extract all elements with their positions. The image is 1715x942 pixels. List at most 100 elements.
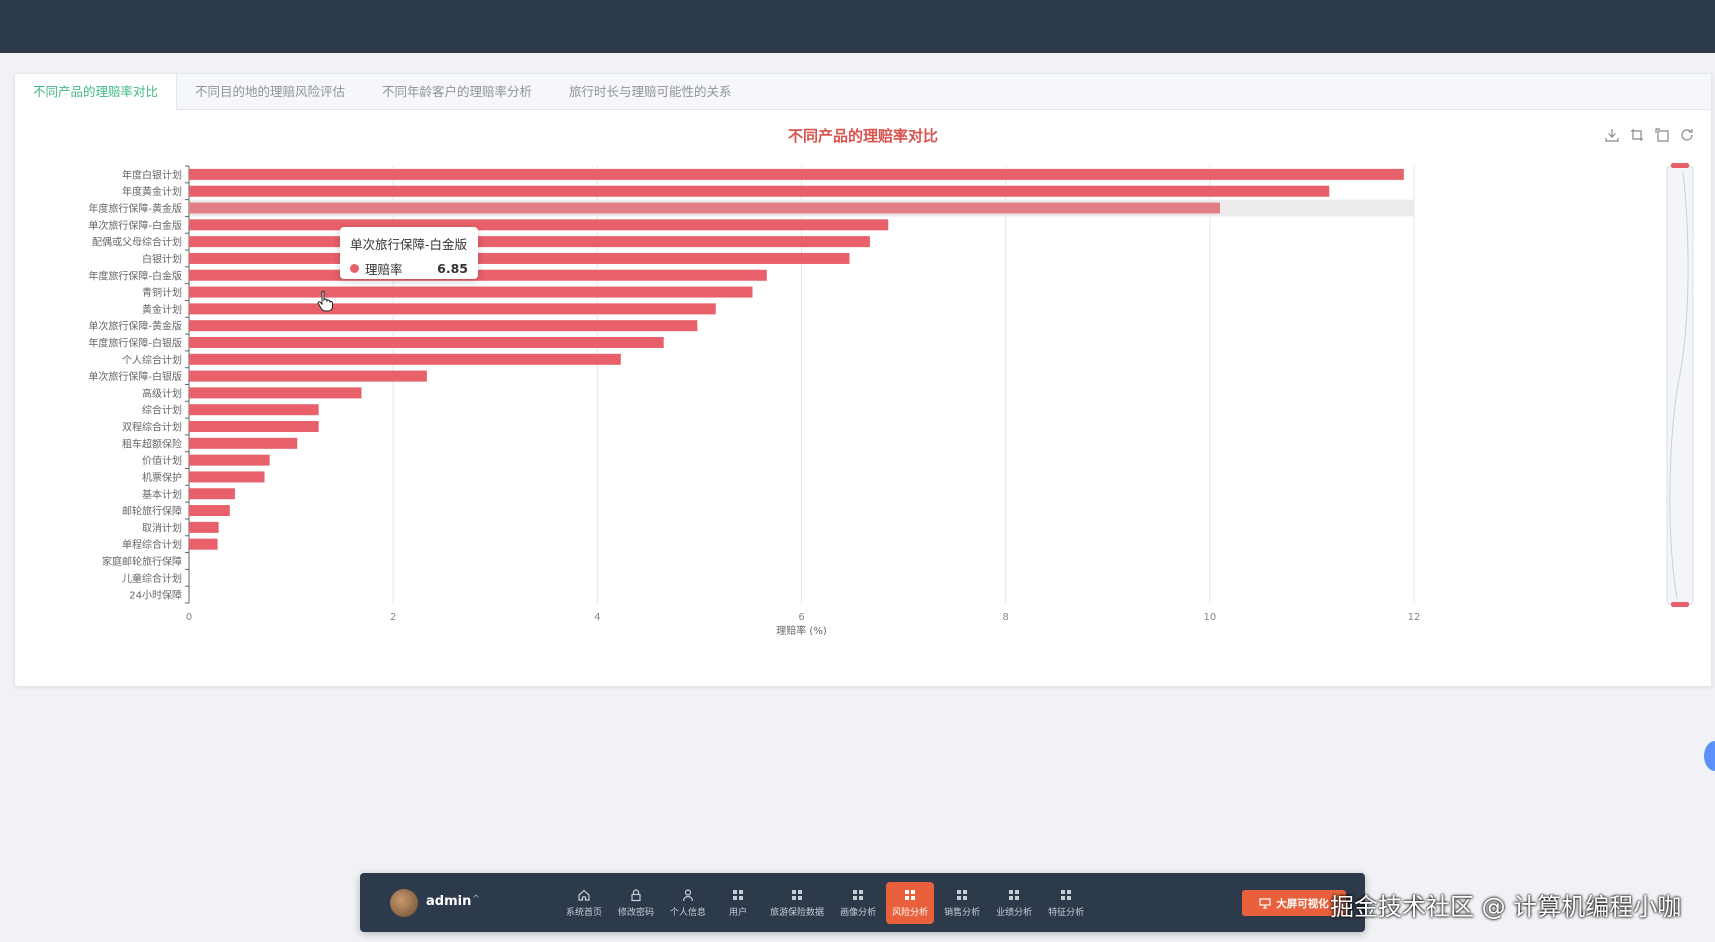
y-tick-label: 年度黄金计划 <box>122 185 182 198</box>
dock-nav: 系统首页 修改密码 个人信息 用户 旅游保险数据 画像分析 风险分析 销售分析 业绩分析 特征分析 <box>560 882 1094 924</box>
bar <box>189 421 319 433</box>
x-tick-label: 12 <box>1408 612 1421 623</box>
datazoom-shadow <box>1669 171 1689 600</box>
bar <box>189 488 235 500</box>
nav-item-label: 修改密码 <box>618 908 655 918</box>
lock-icon <box>631 889 641 902</box>
bar <box>189 336 664 348</box>
tooltip-value: 6.85 <box>437 261 468 276</box>
nav-item[interactable]: 个人信息 <box>664 882 712 924</box>
bar <box>189 320 698 332</box>
avatar[interactable] <box>390 889 418 917</box>
y-tick-label: 家庭邮轮旅行保障 <box>102 555 182 568</box>
nav-item[interactable]: 系统首页 <box>560 882 608 924</box>
x-tick-label: 0 <box>186 612 192 623</box>
bigscreen-button[interactable]: 大屏可视化 <box>1242 890 1346 916</box>
bar <box>189 521 219 533</box>
grid-icon <box>853 890 864 900</box>
nav-item[interactable]: 业绩分析 <box>990 882 1038 924</box>
chart-tooltip: 单次旅行保障-白金版 理赔率 6.85 <box>340 227 478 279</box>
nav-item[interactable]: 销售分析 <box>938 882 986 924</box>
grid-icon <box>957 890 968 900</box>
grid-icon <box>733 890 744 900</box>
x-tick-label: 8 <box>1002 612 1008 623</box>
y-tick-label: 个人综合计划 <box>122 353 182 366</box>
y-tick-label: 邮轮旅行保障 <box>122 505 182 518</box>
bar <box>189 353 621 365</box>
zoom-reset-icon[interactable] <box>1654 127 1670 143</box>
tab-product-claim-rate[interactable]: 不同产品的理赔率对比 <box>15 74 178 110</box>
tab-duration-claim[interactable]: 旅行时长与理赔可能性的关系 <box>569 84 732 99</box>
nav-item[interactable]: 修改密码 <box>612 882 660 924</box>
datazoom-handle-bottom <box>1671 602 1689 607</box>
bar <box>189 505 230 517</box>
y-tick-label: 单程综合计划 <box>122 538 182 551</box>
nav-item[interactable]: 旅游保险数据 <box>764 882 830 924</box>
restore-icon[interactable] <box>1679 127 1695 143</box>
top-header-bar <box>0 0 1715 53</box>
chevron-up-icon[interactable]: ^ <box>472 894 481 905</box>
hand-pointer-icon <box>317 290 333 312</box>
x-tick-label: 2 <box>390 612 396 623</box>
nav-item[interactable]: 特征分析 <box>1042 882 1090 924</box>
tab-destination-risk[interactable]: 不同目的地的理赔风险评估 <box>195 84 346 99</box>
download-icon[interactable] <box>1604 127 1620 143</box>
watermark: 掘金技术社区 @ 计算机编程小咖 <box>1330 893 1682 921</box>
monitor-icon <box>1259 898 1271 909</box>
tab-age-claim-rate[interactable]: 不同年龄客户的理赔率分析 <box>382 84 533 99</box>
y-tick-label: 配偶或父母综合计划 <box>92 236 182 249</box>
y-tick-label: 年度旅行保障-白银版 <box>88 336 182 349</box>
bar <box>189 168 1404 180</box>
grid-icon <box>1061 890 1072 900</box>
bar <box>189 185 1330 197</box>
y-tick-label: 年度旅行保障-黄金版 <box>88 202 182 215</box>
nav-item-label: 特征分析 <box>1048 908 1085 918</box>
x-tick-label: 6 <box>798 612 804 623</box>
y-tick-label: 黄金计划 <box>142 303 182 316</box>
nav-item-label: 风险分析 <box>892 908 929 918</box>
y-tick-label: 机票保护 <box>142 471 182 484</box>
datazoom-handle-top <box>1671 163 1689 168</box>
nav-item[interactable]: 用户 <box>716 882 760 924</box>
bigscreen-label: 大屏可视化 <box>1276 897 1329 910</box>
bar <box>189 202 1221 214</box>
tooltip-series-name: 理赔率 <box>365 262 403 277</box>
series-color-dot <box>350 264 359 273</box>
bar <box>189 286 753 298</box>
nav-item[interactable]: 画像分析 <box>834 882 882 924</box>
y-tick-label: 取消计划 <box>142 521 182 534</box>
x-axis-label: 理赔率 (%) <box>776 624 827 637</box>
bar <box>189 471 265 483</box>
grid-icon <box>1009 890 1020 900</box>
chart-title: 不同产品的理赔率对比 <box>787 127 938 145</box>
y-tick-label: 青铜计划 <box>142 286 182 299</box>
grid-icon <box>792 890 803 900</box>
side-floating-button[interactable] <box>1704 741 1715 771</box>
bottom-dock: admin ^ 系统首页 修改密码 个人信息 用户 旅游保险数据 画像分析 风险分析 销售分析… <box>360 873 1365 932</box>
y-tick-label: 单次旅行保障-白银版 <box>88 370 182 383</box>
y-tick-label: 白银计划 <box>142 252 182 265</box>
y-tick-label: 基本计划 <box>142 488 182 501</box>
y-tick-label: 高级计划 <box>142 387 182 400</box>
bar <box>189 404 319 416</box>
nav-item-label: 画像分析 <box>840 908 877 918</box>
bar <box>189 454 270 466</box>
y-tick-label: 单次旅行保障-黄金版 <box>88 320 182 333</box>
chart-panel: 不同产品的理赔率对比 不同目的地的理赔风险评估 不同年龄客户的理赔率分析 旅行时… <box>14 73 1712 687</box>
chart-toolbox <box>1604 127 1695 143</box>
y-tick-label: 年度白银计划 <box>122 168 182 181</box>
nav-item[interactable]: 风险分析 <box>886 882 935 924</box>
tab-bar: 不同产品的理赔率对比 不同目的地的理赔风险评估 不同年龄客户的理赔率分析 旅行时… <box>15 74 1711 110</box>
y-tick-label: 综合计划 <box>142 404 182 417</box>
bar <box>189 538 218 550</box>
user-name[interactable]: admin <box>426 894 472 909</box>
y-tick-label: 租车超额保险 <box>122 437 182 450</box>
bar <box>189 219 889 231</box>
bar <box>189 303 716 315</box>
y-tick-label: 24小时保障 <box>129 589 182 602</box>
zoom-area-icon[interactable] <box>1629 127 1645 143</box>
bar <box>189 437 298 449</box>
nav-item-label: 用户 <box>729 908 748 918</box>
tooltip-title: 单次旅行保障-白金版 <box>350 237 468 252</box>
nav-item-label: 旅游保险数据 <box>770 908 825 918</box>
